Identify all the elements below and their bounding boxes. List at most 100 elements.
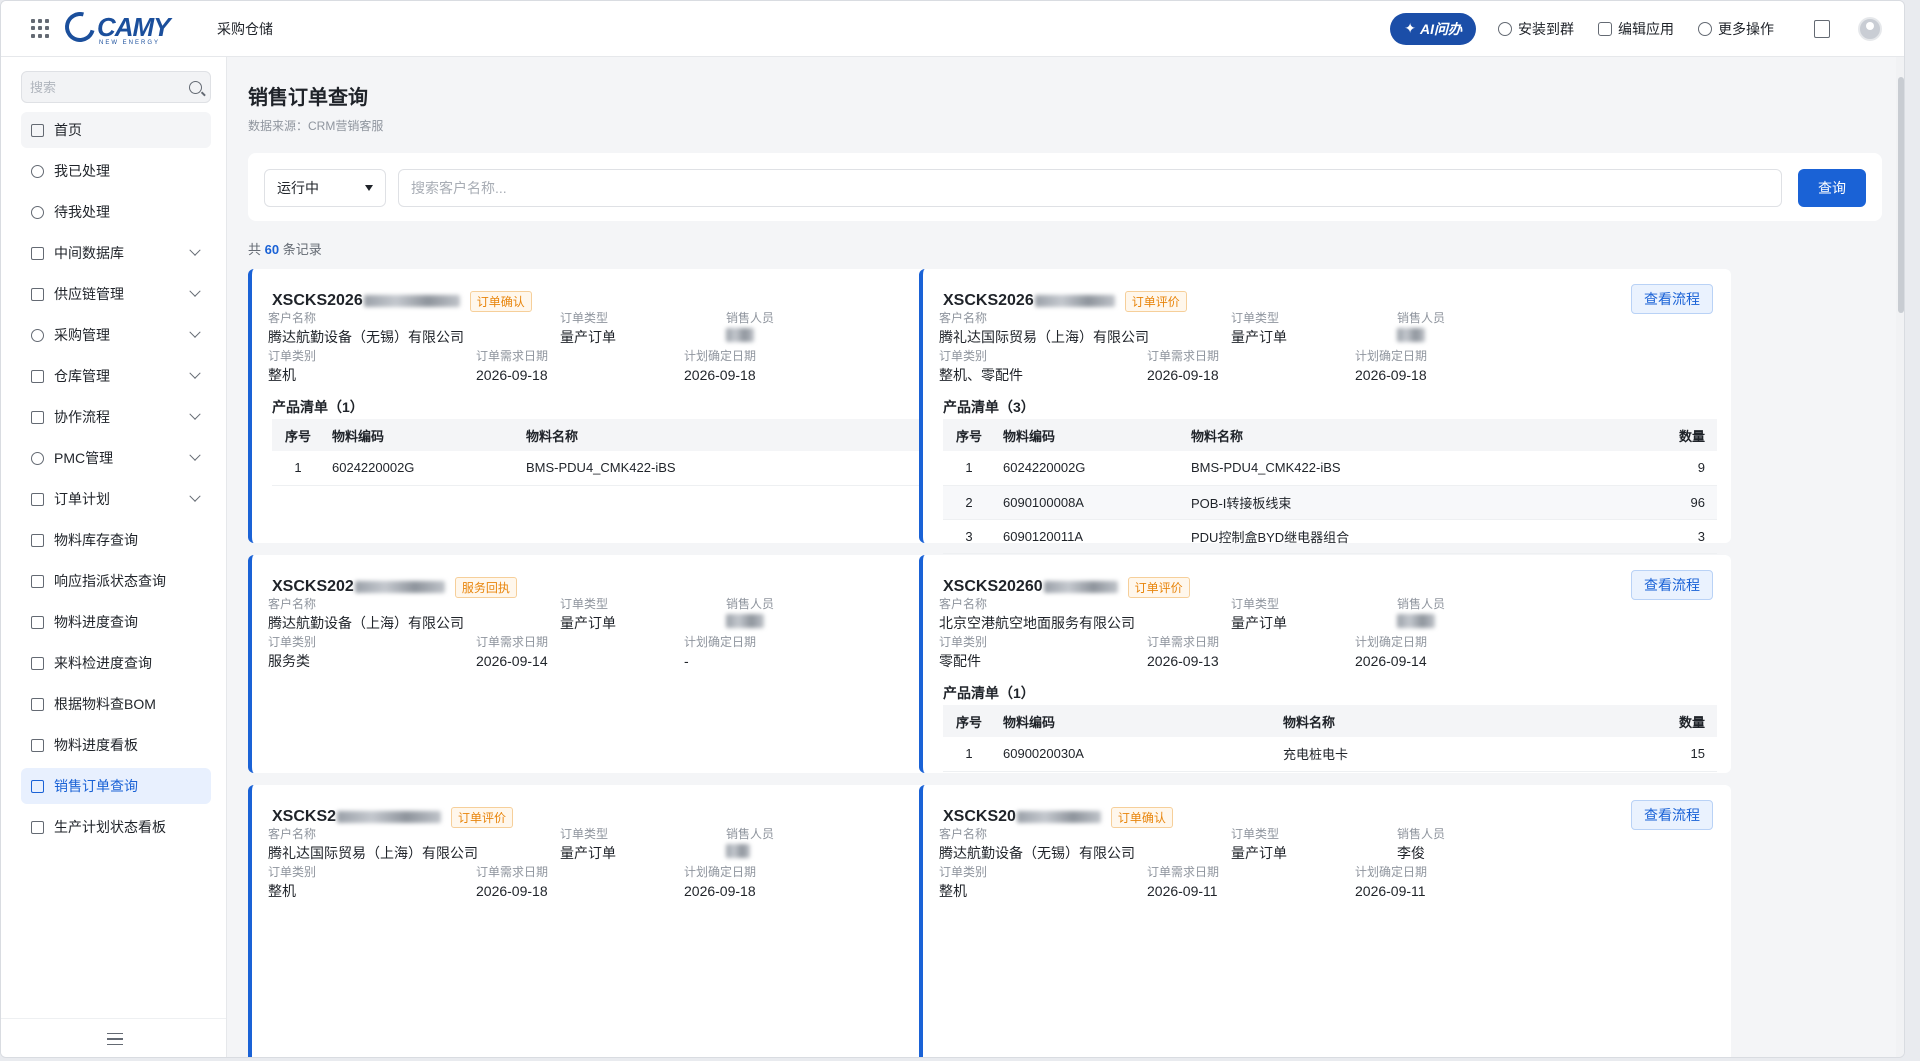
report-icon: [31, 615, 44, 629]
table-icon: [31, 820, 44, 834]
folder-icon: [31, 410, 44, 424]
salesperson: 销售人员: [726, 827, 774, 863]
sidebar-item-home[interactable]: 首页: [21, 112, 211, 148]
chevron-down-icon: [189, 326, 201, 338]
app-grid-icon[interactable]: [31, 18, 51, 39]
search-icon[interactable]: [189, 80, 202, 94]
order-type: 订单类型 量产订单: [1231, 597, 1287, 633]
order-type-value: 量产订单: [1231, 615, 1287, 631]
salesperson-label: 销售人员: [1397, 311, 1446, 325]
customer-name-value: 腾达航勤设备（上海）有限公司: [268, 615, 464, 631]
install-to-group-button[interactable]: 安装到群: [1498, 19, 1574, 39]
confirm-date: 计划确定日期 2026-09-18: [1355, 349, 1427, 385]
sidebar-item-sales-order[interactable]: 销售订单查询: [21, 768, 211, 804]
product-list-title: 产品清单（3）: [943, 399, 1035, 415]
status-badge: 订单评价: [1127, 576, 1190, 598]
sidebar-item-assign-status[interactable]: 响应指派状态查询: [21, 563, 211, 599]
home-icon: [31, 123, 44, 137]
order-header: XSCKS2 订单评价: [272, 805, 514, 829]
table-row: 1 6090020030A 充电桩电卡 15: [943, 737, 1717, 772]
group-add-icon: [1498, 21, 1512, 36]
product-list-title: 产品清单（1）: [943, 685, 1035, 701]
customer-name: 客户名称 腾达航勤设备（无锡）有限公司: [268, 311, 464, 347]
more-actions-button[interactable]: 更多操作: [1698, 19, 1774, 39]
sidebar-item-warehouse[interactable]: 仓库管理: [21, 358, 211, 394]
order-category-label: 订单类别: [268, 349, 317, 363]
sidebar-item-purchase[interactable]: 采购管理: [21, 317, 211, 353]
sidebar-search-input[interactable]: [30, 79, 170, 95]
customer-search-input[interactable]: [398, 169, 1782, 207]
edit-app-button[interactable]: 编辑应用: [1598, 19, 1674, 39]
chevron-down-icon: [189, 490, 201, 502]
demand-date-label: 订单需求日期: [476, 865, 549, 879]
view-flow-button[interactable]: 查看流程: [1631, 570, 1713, 600]
scrollbar[interactable]: [1896, 57, 1904, 1057]
sidebar: 首页 我已处理 待我处理 中间数据库 供应链管理 采购管理 仓库管理 协作流程 …: [1, 57, 227, 1057]
sidebar-item-supply-chain[interactable]: 供应链管理: [21, 276, 211, 312]
demand-date: 订单需求日期 2026-09-18: [476, 349, 548, 385]
customer-name-label: 客户名称: [939, 597, 988, 611]
order-type-label: 订单类型: [560, 311, 609, 325]
sidebar-item-pmc[interactable]: PMC管理: [21, 440, 211, 476]
redacted-salesperson: [726, 328, 754, 342]
chevron-down-icon: [189, 244, 201, 256]
view-flow-button[interactable]: 查看流程: [1631, 284, 1713, 314]
collapse-sidebar-icon[interactable]: [107, 1033, 123, 1045]
redacted-order-suffix: [363, 295, 460, 307]
row-qty: 15: [1556, 737, 1717, 772]
sidebar-item-material-board[interactable]: 物料进度看板: [21, 727, 211, 763]
status-badge: 服务回执: [454, 576, 517, 598]
view-flow-button[interactable]: 查看流程: [1631, 800, 1713, 830]
sidebar-item-pending[interactable]: 待我处理: [21, 194, 211, 230]
sidebar-item-processed[interactable]: 我已处理: [21, 153, 211, 189]
avatar[interactable]: [1858, 16, 1882, 41]
salesperson: 销售人员: [1397, 597, 1445, 633]
order-category: 订单类别 零配件: [939, 635, 987, 671]
salesperson: 销售人员: [726, 311, 774, 347]
sidebar-item-collab-flow[interactable]: 协作流程: [21, 399, 211, 435]
product-list-title: 产品清单（1）: [272, 399, 364, 415]
customer-name-value: 腾礼达国际贸易（上海）有限公司: [268, 845, 478, 861]
table-row: 2 6090100008A POB-I转接板线束 96: [943, 485, 1717, 520]
sidebar-item-bom-lookup[interactable]: 根据物料查BOM: [21, 686, 211, 722]
query-button[interactable]: 查询: [1798, 169, 1866, 207]
demand-date-label: 订单需求日期: [476, 349, 549, 363]
col-header-name: 物料名称: [1283, 705, 1557, 737]
ai-assistant-button[interactable]: ✦ AI问办: [1390, 12, 1476, 45]
demand-date-value: 2026-09-14: [476, 653, 548, 669]
demand-date-value: 2026-09-13: [1147, 653, 1219, 669]
sidebar-item-material-stock[interactable]: 物料库存查询: [21, 522, 211, 558]
main-content: 销售订单查询 数据来源：CRM营销客服 运行中 查询 共 60 条记录 XSCK…: [228, 57, 1894, 1057]
redacted-salesperson: [1397, 614, 1435, 628]
salesperson: 销售人员 李俊: [1397, 827, 1445, 863]
redacted-order-suffix: [354, 581, 445, 593]
document-check-icon[interactable]: [1814, 19, 1830, 38]
status-select[interactable]: 运行中: [264, 169, 386, 207]
row-material-name: BMS-PDU4_CMK422-iBS: [1191, 451, 1616, 486]
scrollbar-thumb[interactable]: [1898, 77, 1904, 313]
order-card-list: XSCKS2026订单确认查看流程客户名称腾达航勤设备（无锡）有限公司订单类型量…: [248, 269, 1892, 1057]
order-category-label: 订单类别: [268, 635, 317, 649]
sidebar-item-material-progress[interactable]: 物料进度查询: [21, 604, 211, 640]
report-icon: [31, 738, 44, 752]
sidebar-item-production-board[interactable]: 生产计划状态看板: [21, 809, 211, 845]
order-number: XSCKS20: [943, 808, 1016, 825]
demand-date-label: 订单需求日期: [476, 635, 549, 649]
customer-name: 客户名称 腾达航勤设备（上海）有限公司: [268, 597, 464, 633]
confirm-date-value: -: [684, 653, 689, 669]
confirm-date-label: 计划确定日期: [1355, 349, 1428, 363]
sidebar-item-incoming-inspection[interactable]: 来料检进度查询: [21, 645, 211, 681]
col-header-qty: 数量: [1556, 705, 1717, 737]
customer-name-value: 腾达航勤设备（无锡）有限公司: [268, 329, 464, 345]
sidebar-item-middle-db[interactable]: 中间数据库: [21, 235, 211, 271]
row-material-code: 6090100008A: [995, 485, 1191, 520]
table-header-row: 序号物料编码物料名称数量: [943, 705, 1717, 737]
confirm-date-label: 计划确定日期: [684, 635, 757, 649]
demand-date-value: 2026-09-11: [1147, 883, 1218, 899]
table-row: 3 6090120011A PDU控制盒BYD继电器组合 3: [943, 519, 1717, 554]
confirm-date: 计划确定日期 2026-09-14: [1355, 635, 1427, 671]
status-badge: 订单确认: [469, 290, 532, 312]
warehouse-icon: [31, 369, 44, 383]
sidebar-item-order-plan[interactable]: 订单计划: [21, 481, 211, 517]
